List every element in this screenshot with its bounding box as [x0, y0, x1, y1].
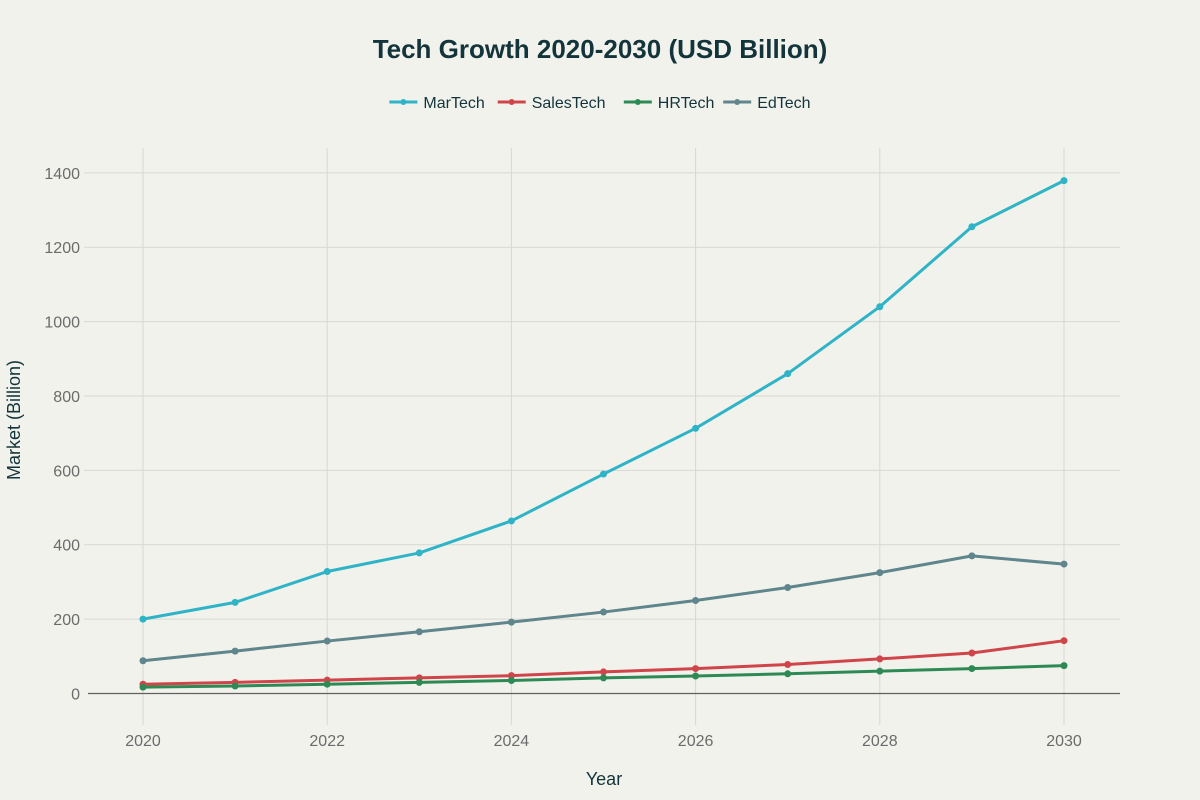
y-axis-title: Market (Billion) — [4, 360, 24, 480]
data-point[interactable] — [415, 549, 423, 557]
series-line-edtech — [141, 554, 1066, 663]
data-point[interactable] — [507, 676, 515, 684]
y-tick-label: 1000 — [44, 315, 80, 332]
x-tick-label: 2028 — [862, 733, 898, 750]
data-point[interactable] — [600, 674, 607, 682]
legend-label: SalesTech — [532, 95, 606, 112]
data-point[interactable] — [1060, 177, 1068, 185]
x-tick-label: 2020 — [125, 733, 161, 750]
series-line-martech — [141, 179, 1066, 621]
y-axis-ticks: 0 200 400 600 800 1000 1200 1400 — [44, 166, 80, 704]
legend-swatch-marker — [508, 99, 515, 105]
data-point[interactable] — [876, 303, 884, 311]
data-point[interactable] — [323, 568, 331, 576]
data-point[interactable] — [692, 424, 700, 432]
data-point[interactable] — [600, 470, 607, 478]
chart-title: Tech Growth 2020-2030 (USD Billion) — [373, 34, 828, 64]
data-point[interactable] — [1060, 637, 1068, 645]
legend-label: HRTech — [658, 95, 715, 112]
y-tick-label: 0 — [71, 687, 80, 704]
y-tick-label: 400 — [53, 538, 80, 555]
x-axis-ticks: 2020 2022 2024 2026 2028 2030 — [125, 733, 1082, 750]
data-point[interactable] — [968, 649, 976, 657]
legend-item-salestech[interactable]: SalesTech — [497, 95, 606, 112]
gridlines — [84, 148, 1120, 725]
data-point[interactable] — [600, 608, 607, 616]
data-point[interactable] — [784, 584, 792, 592]
legend-item-edtech[interactable]: EdTech — [723, 95, 811, 112]
data-point[interactable] — [507, 517, 515, 525]
data-point[interactable] — [1060, 662, 1068, 670]
data-point[interactable] — [692, 665, 700, 673]
legend-swatch-marker — [634, 99, 641, 105]
data-point[interactable] — [784, 670, 792, 678]
data-point[interactable] — [784, 660, 792, 668]
data-point[interactable] — [784, 370, 792, 378]
legend-item-martech[interactable]: MarTech — [389, 95, 485, 112]
x-tick-label: 2024 — [494, 733, 530, 750]
y-tick-label: 1200 — [44, 240, 80, 257]
series-group — [139, 177, 1068, 691]
data-point[interactable] — [231, 682, 239, 690]
series-edtech — [139, 552, 1068, 665]
data-point[interactable] — [968, 552, 976, 560]
x-tick-label: 2022 — [309, 733, 345, 750]
data-point[interactable] — [231, 598, 239, 606]
series-hrtech — [139, 662, 1068, 691]
y-tick-label: 1400 — [44, 166, 80, 183]
data-point[interactable] — [876, 667, 884, 675]
data-point[interactable] — [323, 680, 331, 688]
legend-swatch-marker — [400, 99, 407, 105]
data-point[interactable] — [968, 665, 976, 673]
y-tick-label: 800 — [53, 389, 80, 406]
data-point[interactable] — [692, 672, 700, 680]
data-point[interactable] — [139, 683, 147, 691]
data-point[interactable] — [507, 618, 515, 626]
x-tick-label: 2030 — [1046, 733, 1082, 750]
data-point[interactable] — [1060, 560, 1068, 568]
legend-label: EdTech — [757, 95, 810, 112]
data-point[interactable] — [415, 628, 423, 636]
data-point[interactable] — [323, 637, 331, 645]
data-point[interactable] — [231, 647, 239, 655]
data-point[interactable] — [139, 615, 147, 623]
legend-swatch-marker — [734, 99, 741, 105]
legend-label: MarTech — [423, 95, 484, 112]
y-tick-label: 600 — [53, 463, 80, 480]
data-point[interactable] — [415, 678, 423, 686]
data-point[interactable] — [600, 668, 607, 676]
legend-item-hrtech[interactable]: HRTech — [623, 95, 715, 112]
data-point[interactable] — [876, 655, 884, 663]
y-tick-label: 200 — [53, 612, 80, 629]
legend: MarTech SalesTech HRTech EdTech — [389, 95, 811, 112]
data-point[interactable] — [507, 672, 515, 680]
x-axis-title: Year — [586, 769, 622, 789]
data-point[interactable] — [139, 657, 147, 665]
x-tick-label: 2026 — [678, 733, 714, 750]
series-martech — [139, 177, 1068, 623]
data-point[interactable] — [692, 597, 700, 605]
data-point[interactable] — [876, 569, 884, 577]
data-point[interactable] — [968, 223, 976, 231]
